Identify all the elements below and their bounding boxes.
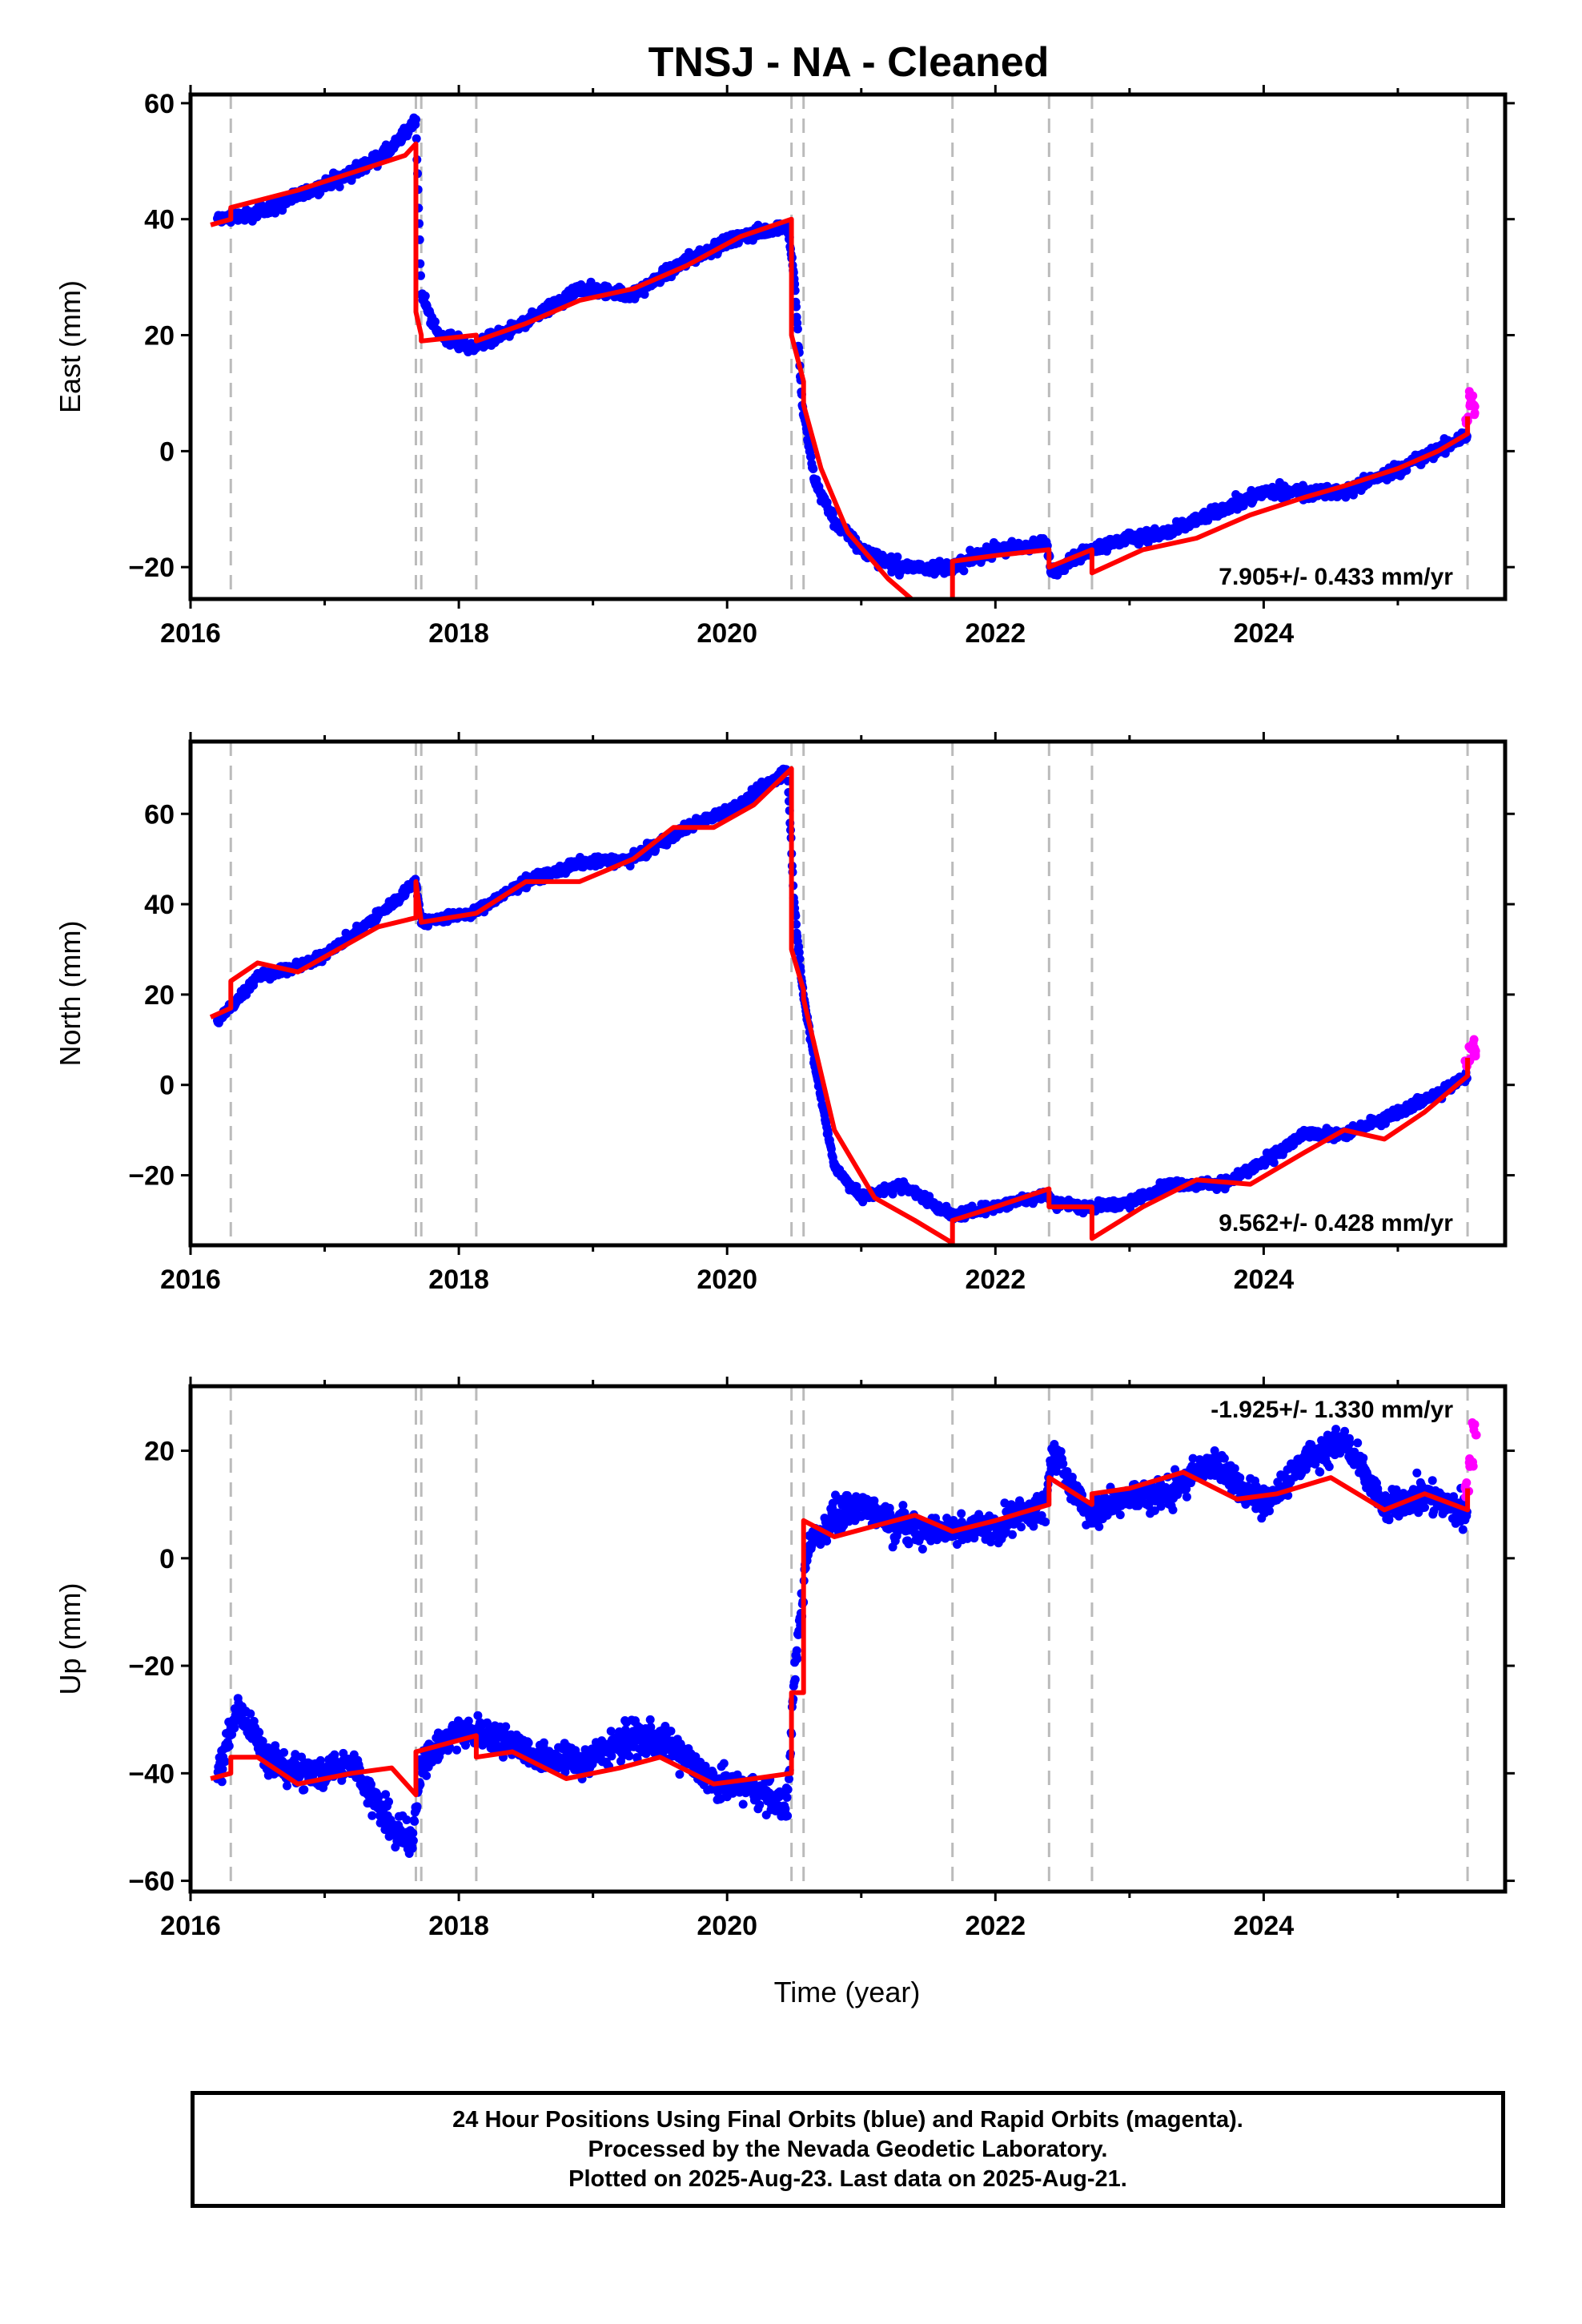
rapid-orbit-point: [1470, 410, 1480, 420]
x-tick-label: 2016: [160, 1265, 221, 1295]
final-orbit-point: [966, 545, 975, 555]
y-tick-label: −20: [128, 553, 175, 583]
final-orbit-point: [809, 464, 818, 473]
x-tick-label: 2018: [428, 618, 489, 649]
y-tick-label: 60: [144, 89, 175, 119]
y-tick-label: 0: [159, 436, 175, 467]
y-tick-label: 40: [144, 890, 175, 920]
plot-frame-east: [188, 92, 1508, 601]
rapid-orbit-point: [1464, 387, 1474, 396]
panels: 2016 2018 2020 2022 2024 −20 0 20 40 60 East (mm) 7…: [54, 85, 1515, 1941]
x-tick-label: 2024: [1234, 1265, 1295, 1295]
final-orbit-point: [806, 452, 816, 461]
rapid-orbit-point: [1471, 1049, 1480, 1059]
x-tick-label: 2020: [697, 1265, 757, 1295]
y-tick-label: −20: [128, 1161, 175, 1192]
final-orbit-point: [959, 566, 969, 576]
x-tick-label: 2022: [965, 618, 1026, 649]
final-orbit-point: [416, 271, 425, 280]
final-orbit-point: [793, 324, 802, 334]
model-fit-line: [210, 141, 1471, 599]
y-tick-label: 0: [159, 1071, 175, 1101]
chart-title: TNSJ - NA - Cleaned: [648, 39, 1050, 86]
y-tick-label: 60: [144, 799, 175, 830]
velocity-label-east: 7.905+/- 0.433 mm/yr: [1219, 564, 1453, 590]
final-orbit-point: [420, 292, 430, 301]
y-tick-label: 20: [144, 321, 175, 352]
final-orbit-point: [431, 317, 440, 327]
final-orbit-point: [792, 302, 801, 312]
final-orbit-point: [1440, 448, 1450, 458]
final-orbit-point: [893, 552, 902, 561]
panel-east: 2016 2018 2020 2022 2024 −20 0 20 40 60 East (mm) 7…: [54, 85, 1515, 649]
x-tick-label: 2024: [1234, 618, 1295, 649]
x-tick-label: 2016: [160, 618, 221, 649]
velocity-label-north: 9.562+/- 0.428 mm/yr: [1219, 1210, 1453, 1236]
rapid-orbit-point: [1469, 1035, 1479, 1044]
y-axis-label-east: East (mm): [54, 280, 86, 413]
final-orbit-point: [412, 115, 420, 124]
plot-area-east: [210, 94, 1480, 599]
x-tick-label: 2020: [697, 618, 757, 649]
panel-north: 2016 2018 2020 2022 2024 −20 0 20 40 60 North (mm)…: [54, 732, 1515, 1295]
plot-area-north: [209, 742, 1480, 1245]
y-tick-label: 40: [144, 205, 175, 235]
final-orbit-point: [335, 182, 344, 191]
y-axis-label-north: North (mm): [54, 921, 86, 1067]
plot-frame-north: [188, 739, 1508, 1248]
x-tick-label: 2022: [965, 1265, 1026, 1295]
x-tick-label: 2018: [428, 1265, 489, 1295]
plot-area-up: [210, 1386, 1481, 1892]
y-tick-label: 20: [144, 980, 175, 1011]
final-orbit-point: [412, 134, 421, 143]
rapid-orbit-point: [1470, 402, 1480, 412]
final-orbit-point: [640, 290, 649, 300]
